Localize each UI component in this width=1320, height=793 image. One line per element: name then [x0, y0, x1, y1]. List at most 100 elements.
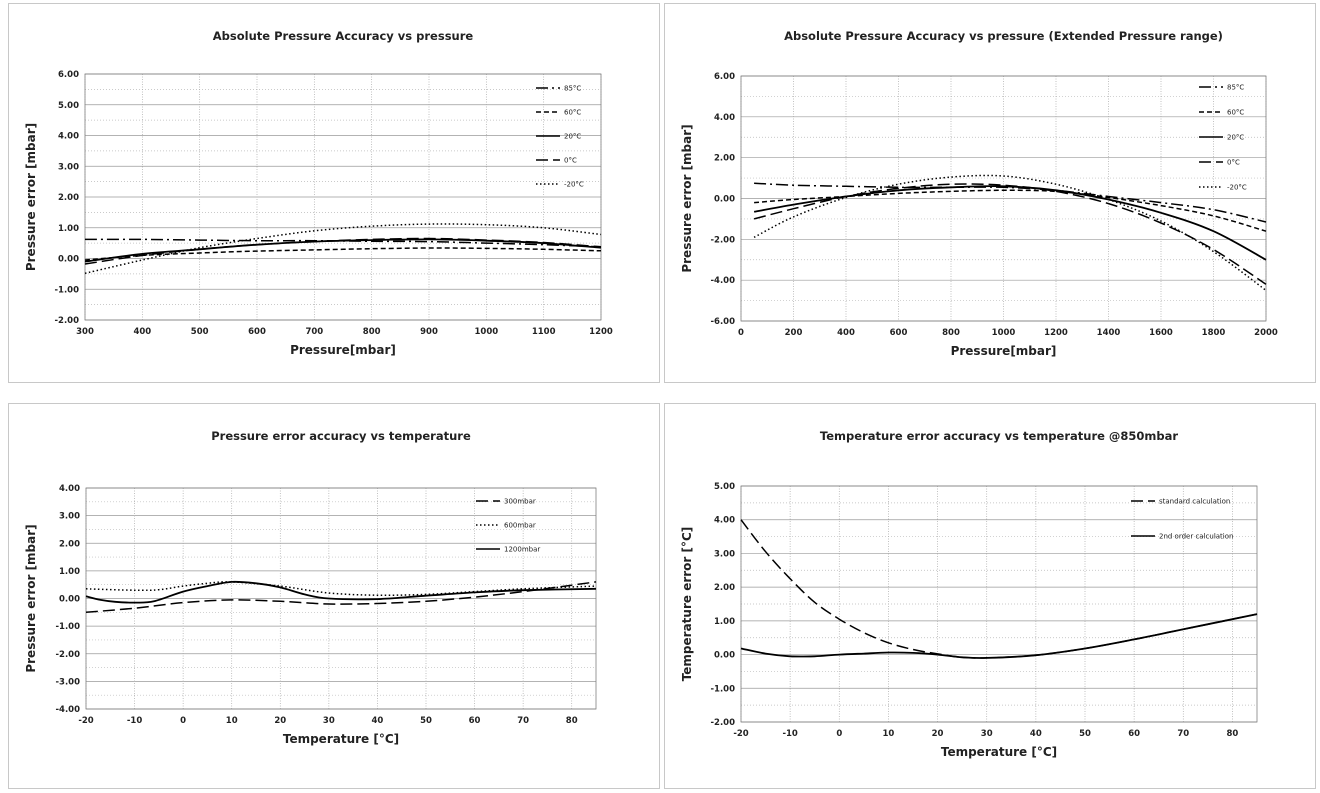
series-line-1: [754, 189, 1267, 232]
x-tick-label: 800: [363, 327, 381, 337]
x-tick-label: 1600: [1149, 328, 1173, 338]
y-tick-label: 5.00: [714, 482, 735, 492]
y-tick-label: 1.00: [58, 224, 79, 234]
y-axis-label: Temperature error [°C]: [680, 527, 694, 682]
x-tick-label: 500: [191, 327, 209, 337]
y-tick-label: -2.00: [56, 650, 81, 660]
x-tick-label: 300: [76, 327, 94, 337]
x-tick-label: 700: [305, 327, 323, 337]
x-tick-label: 400: [133, 327, 151, 337]
x-tick-label: 10: [883, 729, 895, 739]
chart-svg: Temperature error accuracy vs temperatur…: [680, 429, 1258, 759]
legend-label: 20°C: [1227, 134, 1244, 142]
x-tick-label: 200: [785, 328, 803, 338]
x-tick-label: 70: [1177, 729, 1189, 739]
x-axis-label: Temperature [°C]: [283, 732, 399, 746]
x-tick-label: 800: [942, 328, 960, 338]
y-tick-label: -6.00: [711, 317, 736, 327]
y-tick-label: 4.00: [59, 484, 80, 494]
series-line-4: [84, 223, 602, 275]
y-tick-label: 6.00: [714, 72, 735, 82]
x-tick-label: 1200: [589, 327, 613, 337]
y-tick-label: 4.00: [58, 132, 79, 142]
chart-panel-pressure-accuracy: Absolute Pressure Accuracy vs pressure -2…: [8, 3, 660, 383]
legend-label: 0°C: [564, 157, 577, 165]
series-line-0: [740, 519, 1258, 659]
y-tick-label: 2.00: [714, 154, 735, 164]
y-tick-label: -3.00: [56, 677, 81, 687]
chart-panel-pressure-vs-temperature: Pressure error accuracy vs temperature -4…: [8, 403, 660, 789]
legend-label: 0°C: [1227, 159, 1240, 167]
series-line-1: [84, 247, 602, 261]
plot-area: [740, 75, 1267, 322]
chart-svg: Pressure error accuracy vs temperature -4…: [24, 429, 597, 746]
y-tick-label: 1.00: [59, 567, 80, 577]
y-tick-label: 5.00: [58, 101, 79, 111]
y-tick-label: -1.00: [56, 622, 81, 632]
x-tick-label: 1400: [1097, 328, 1121, 338]
x-tick-label: 60: [1128, 729, 1140, 739]
x-tick-label: 1100: [532, 327, 556, 337]
y-tick-label: -2.00: [711, 718, 736, 728]
y-tick-label: 0.00: [59, 595, 80, 605]
x-tick-label: 50: [1079, 729, 1091, 739]
chart-svg: Absolute Pressure Accuracy vs pressure (…: [680, 29, 1278, 358]
plot-area: [85, 487, 597, 710]
x-tick-label: 10: [226, 716, 238, 726]
series-line-1: [85, 581, 597, 596]
x-tick-label: 50: [420, 716, 432, 726]
y-tick-label: -1.00: [55, 285, 80, 295]
y-tick-label: 6.00: [58, 70, 79, 80]
y-axis-label: Pressure error [mbar]: [24, 123, 38, 271]
x-tick-label: 30: [323, 716, 335, 726]
chart-panel-extended-pressure-range: Absolute Pressure Accuracy vs pressure (…: [664, 3, 1316, 383]
y-tick-label: 3.00: [714, 549, 735, 559]
y-axis-label: Pressure error [mbar]: [680, 124, 694, 272]
x-tick-label: 600: [248, 327, 266, 337]
y-tick-label: -2.00: [55, 316, 80, 326]
series-line-3: [84, 237, 602, 265]
legend-label: 60°C: [1227, 109, 1244, 117]
plot-area: [84, 73, 602, 321]
x-axis-label: Pressure[mbar]: [290, 343, 396, 357]
x-tick-label: 0: [836, 729, 842, 739]
y-tick-label: 0.00: [58, 255, 79, 265]
x-tick-label: 0: [738, 328, 744, 338]
legend-label: -20°C: [564, 181, 584, 189]
series-line-0: [85, 581, 597, 614]
x-tick-label: 1200: [1044, 328, 1068, 338]
x-tick-label: 1000: [992, 328, 1016, 338]
x-axis-label: Pressure[mbar]: [951, 344, 1057, 358]
x-tick-label: -20: [733, 729, 748, 739]
y-tick-label: 3.00: [58, 162, 79, 172]
x-tick-label: -10: [127, 716, 142, 726]
chart-title: Pressure error accuracy vs temperature: [211, 429, 471, 443]
series-line-2: [85, 580, 597, 604]
y-tick-label: 4.00: [714, 113, 735, 123]
y-axis-label: Pressure error [mbar]: [24, 524, 38, 672]
x-tick-label: -20: [78, 716, 93, 726]
x-tick-label: 40: [372, 716, 384, 726]
series-line-4: [753, 174, 1267, 292]
x-tick-label: 30: [981, 729, 993, 739]
x-tick-label: 1000: [474, 327, 498, 337]
y-tick-label: -4.00: [711, 276, 736, 286]
legend-label: standard calculation: [1159, 498, 1230, 506]
legend-label: 2nd order calculation: [1159, 533, 1233, 541]
x-tick-label: 900: [420, 327, 438, 337]
x-tick-label: 1800: [1202, 328, 1226, 338]
x-tick-label: 600: [890, 328, 908, 338]
legend-label: 85°C: [564, 85, 581, 93]
y-tick-label: 4.00: [714, 516, 735, 526]
x-tick-label: 2000: [1254, 328, 1278, 338]
legend-label: 300mbar: [504, 498, 536, 506]
series-line-3: [753, 183, 1267, 285]
y-tick-label: -4.00: [56, 705, 81, 715]
x-tick-label: 80: [1227, 729, 1239, 739]
chart-svg: Absolute Pressure Accuracy vs pressure -2…: [24, 29, 613, 357]
legend-label: 600mbar: [504, 522, 536, 530]
y-tick-label: 2.00: [59, 539, 80, 549]
legend-label: 20°C: [564, 133, 581, 141]
y-tick-label: -1.00: [711, 684, 736, 694]
chart-title: Absolute Pressure Accuracy vs pressure (…: [784, 29, 1223, 43]
